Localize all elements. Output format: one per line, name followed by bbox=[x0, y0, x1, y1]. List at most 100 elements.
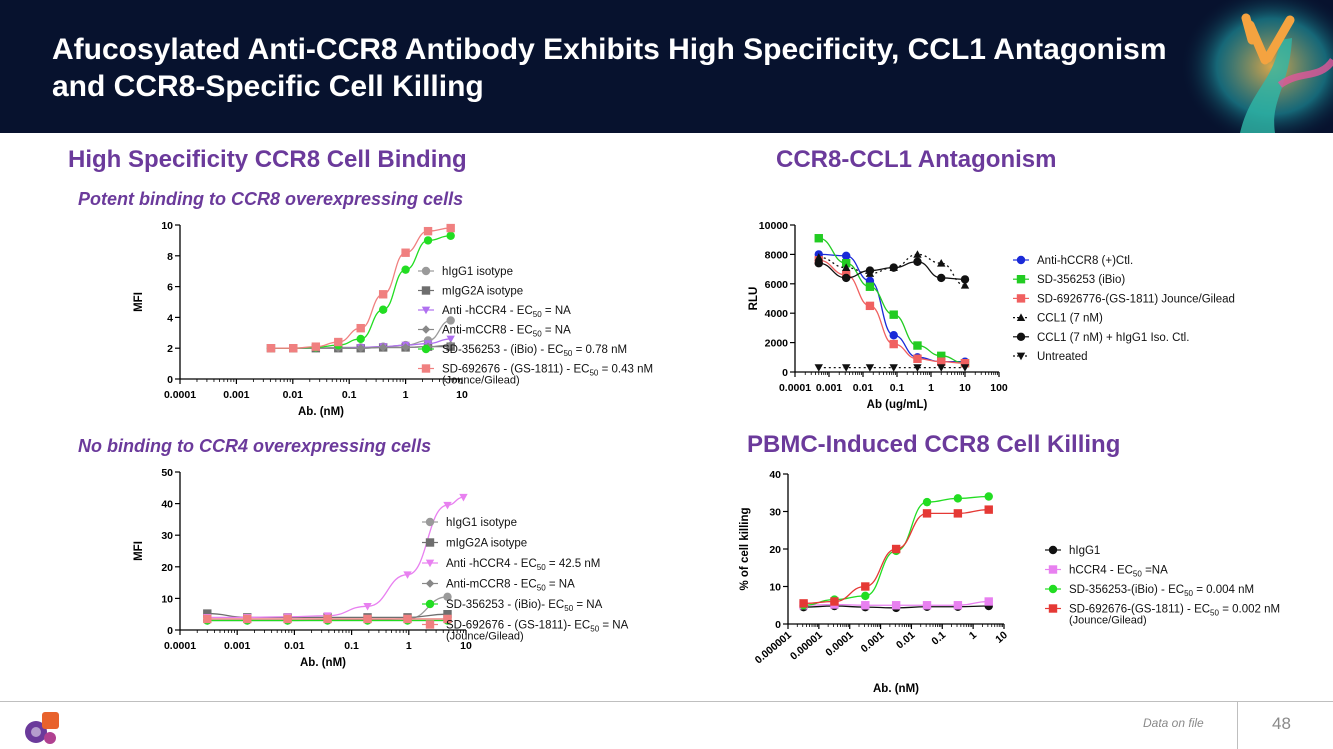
pbmc-killing-legend-marker bbox=[1048, 584, 1058, 594]
ccl1-antagonism-ytick-label: 6000 bbox=[765, 279, 789, 291]
ccl1-antagonism-xtick-label: 0.01 bbox=[853, 382, 874, 394]
ccr8-binding-legend-label: Anti -hCCR4 - EC50​ = NA bbox=[442, 305, 571, 319]
ccl1-antagonism-point-anti-hccr8-ctl bbox=[841, 251, 851, 261]
ccr8-binding-point-sd-356253-ibio-ec50-0-78-nm bbox=[446, 231, 455, 240]
ccr4-binding-legend-marker bbox=[425, 559, 435, 568]
ccl1-antagonism-point-ccl1-7-nm-higg1-iso-ctl bbox=[913, 257, 922, 266]
ccl1-antagonism-point-ccl1-7-nm-higg1-iso-ctl bbox=[865, 266, 875, 275]
title-line-1: Afucosylated Anti-CCR8 Antibody Exhibits… bbox=[52, 33, 1167, 66]
ccr8-binding-point-sd-692676-gs-1811-ec50-0-43-nm bbox=[378, 290, 388, 299]
ccr4-binding-point-sd-692676-gs-1811-ec50-na bbox=[363, 614, 372, 624]
ccr8-binding-legend-note: (Jounce/Gilead) bbox=[442, 375, 520, 387]
ccr4-binding-point-anti-hccr4-ec50-42-5-nm bbox=[403, 571, 412, 579]
ccr4-binding-point-anti-hccr4-ec50-42-5-nm bbox=[443, 501, 452, 510]
ccr4-binding-xtick-label: 0.0001 bbox=[164, 640, 196, 652]
ccr8-binding-point-sd-692676-gs-1811-ec50-0-43-nm bbox=[311, 342, 321, 351]
pbmc-killing-xtick-label: 0.0001 bbox=[823, 629, 855, 659]
ccr4-binding-xtick-label: 0.001 bbox=[224, 640, 250, 652]
ccr8-binding-legend-label: SD-356253 - (iBio) - EC50​ = 0.78 nM bbox=[442, 344, 627, 358]
ccr8-binding-xtick-label: 0.1 bbox=[342, 389, 357, 401]
ccl1-antagonism-point-ccl1-7-nm bbox=[913, 250, 922, 258]
pbmc-killing-point-sd-692676-gs-1811-ec50-0-002-nm bbox=[799, 599, 808, 608]
ccr8-binding-ytick-label: 6 bbox=[167, 282, 173, 294]
ccl1-antagonism-xtick-label: 10 bbox=[959, 382, 971, 394]
ccl1-antagonism-ytick-label: 10000 bbox=[759, 220, 788, 232]
ccl1-antagonism-ytick-label: 2000 bbox=[765, 338, 789, 350]
section-killing-heading: PBMC-Induced CCR8 Cell Killing bbox=[747, 431, 1121, 458]
ccr8-binding-legend-label: SD-692676 - (GS-1811) - EC50​ = 0.43 nM bbox=[442, 364, 653, 378]
data-on-file-note: Data on file bbox=[1143, 716, 1204, 730]
ccl1-antagonism-y-axis-label: RLU bbox=[748, 287, 760, 311]
ccl1-antagonism-legend-label: SD-356253 (iBio) bbox=[1037, 274, 1125, 286]
ccl1-antagonism-point-sd-356253-ibio bbox=[841, 259, 851, 268]
ccr8-binding-point-sd-692676-gs-1811-ec50-0-43-nm bbox=[334, 337, 343, 347]
ccr4-binding-point-sd-692676-gs-1811-ec50-na bbox=[283, 614, 292, 624]
subheading-ccr4: No binding to CCR4 overexpressing cells bbox=[78, 436, 432, 456]
subheading-ccr8: Potent binding to CCR8 overexpressing ce… bbox=[78, 189, 464, 209]
ccl1-antagonism-point-sd-356253-ibio bbox=[913, 341, 922, 350]
title-banner bbox=[0, 0, 1333, 133]
ccl1-antagonism-point-ccl1-7-nm bbox=[841, 263, 851, 271]
pbmc-killing-legend-note: (Jounce/Gilead) bbox=[1069, 615, 1147, 627]
ccr8-binding-legend-marker bbox=[421, 286, 431, 295]
pbmc-killing-legend-marker bbox=[1048, 604, 1058, 613]
ccr4-binding-xtick-label: 0.01 bbox=[284, 640, 305, 652]
ccr4-binding-point-anti-hccr4-ec50-42-5-nm bbox=[459, 493, 468, 502]
pbmc-killing-point-sd-692676-gs-1811-ec50-0-002-nm bbox=[830, 597, 839, 606]
ccr4-binding-point-sd-692676-gs-1811-ec50-na bbox=[403, 614, 412, 624]
ccl1-antagonism-legend-marker bbox=[1016, 352, 1026, 361]
ccl1-antagonism-point-sd-356253-ibio bbox=[937, 351, 946, 361]
ccl1-antagonism-legend-label: Anti-hCCR8 (+)Ctl. bbox=[1037, 255, 1133, 267]
ccr4-binding-legend-label: SD-692676 - (GS-1811)- EC50​ = NA bbox=[446, 620, 629, 634]
ccl1-antagonism-legend-marker bbox=[1016, 313, 1026, 321]
ccr8-binding-ytick-label: 2 bbox=[167, 343, 173, 355]
ccr4-binding-legend-marker bbox=[425, 620, 435, 629]
ccl1-antagonism-xtick-label: 0.0001 bbox=[779, 382, 811, 394]
ccr8-binding-legend-marker bbox=[421, 325, 431, 334]
ccr8-binding-ytick-label: 10 bbox=[161, 220, 173, 232]
pbmc-killing-legend: hIgG1 hCCR4 - EC50​ =NA SD-356253-(iBio) -… bbox=[1045, 545, 1280, 627]
ccr4-binding-xtick-label: 0.1 bbox=[344, 640, 359, 652]
ccl1-antagonism-ytick-label: 4000 bbox=[765, 308, 789, 320]
ccr4-binding-point-higg1-isotype bbox=[443, 592, 452, 602]
ccl1-antagonism-point-untreated bbox=[841, 364, 851, 372]
ccr4-binding-legend-marker bbox=[425, 599, 435, 609]
ccl1-antagonism-xtick-label: 1 bbox=[928, 382, 934, 394]
ccr4-binding-point-sd-692676-gs-1811-ec50-na bbox=[203, 614, 212, 624]
pbmc-killing-xtick-label: 10 bbox=[993, 629, 1010, 646]
slide-title: Afucosylated Anti-CCR8 Antibody Exhibits… bbox=[52, 31, 1252, 105]
ccr4-binding-ytick-label: 40 bbox=[161, 499, 173, 511]
ccl1-antagonism-legend-marker bbox=[1016, 275, 1026, 284]
pbmc-killing-legend-marker bbox=[1048, 565, 1058, 574]
ccr8-binding-point-sd-692676-gs-1811-ec50-0-43-nm bbox=[266, 344, 276, 353]
pbmc-killing-point-hccr4-ec50-na bbox=[984, 597, 993, 606]
ccl1-antagonism-point-ccl1-7-nm bbox=[937, 259, 946, 267]
ccr4-binding-point-migg2a-isotype bbox=[443, 610, 452, 619]
ccl1-antagonism-point-ccl1-7-nm-higg1-iso-ctl bbox=[960, 275, 970, 284]
ccl1-antagonism-chart: 0.0001 0.001 0.01 0.1 1 10 100 0 2000 4000 6000 800… bbox=[748, 220, 1235, 411]
ccr4-binding-point-sd-692676-gs-1811-ec50-na bbox=[323, 614, 332, 624]
ccr8-binding-point-anti-hccr4-ec50-na bbox=[446, 335, 455, 344]
ccr4-binding-legend-label: Anti -hCCR4 - EC50​ = 42.5 nM bbox=[446, 558, 600, 572]
ccr4-binding-legend-marker bbox=[425, 538, 435, 547]
ccr4-binding-legend: hIgG1 isotype mIgG2A isotype Anti -hCCR4 -… bbox=[422, 517, 629, 643]
ccr8-binding-legend: hIgG1 isotype mIgG2A isotype Anti -hCCR4 -… bbox=[418, 266, 653, 387]
pbmc-killing-legend-label: hIgG1 bbox=[1069, 545, 1100, 557]
ccr8-binding-point-sd-356253-ibio-ec50-0-78-nm bbox=[423, 236, 433, 245]
ccr8-binding-legend-marker bbox=[421, 266, 431, 276]
ccr4-binding-y-axis-label: MFI bbox=[133, 541, 145, 561]
pbmc-killing-point-sd-356253-ibio-ec50-0-004-nm bbox=[922, 497, 932, 507]
ccr8-binding-point-sd-692676-gs-1811-ec50-0-43-nm bbox=[289, 344, 298, 353]
pbmc-killing-point-sd-356253-ibio-ec50-0-004-nm bbox=[861, 591, 870, 601]
pbmc-killing-point-sd-356253-ibio-ec50-0-004-nm bbox=[953, 494, 963, 503]
pbmc-killing-point-sd-692676-gs-1811-ec50-0-002-nm bbox=[861, 582, 870, 591]
ccr8-binding-point-sd-692676-gs-1811-ec50-0-43-nm bbox=[446, 223, 455, 233]
ccr8-binding-legend-label: hIgG1 isotype bbox=[442, 266, 513, 278]
pbmc-killing-legend-marker bbox=[1048, 545, 1058, 555]
ccr8-binding-x-axis-label: Ab. (nM) bbox=[298, 406, 344, 418]
pbmc-killing-y-axis-label: % of cell killing bbox=[739, 507, 751, 590]
ccl1-antagonism-point-sd-6926776-gs-1811-jounce-gilead bbox=[889, 339, 898, 349]
ccr8-binding-point-higg1-isotype bbox=[446, 316, 455, 325]
ccl1-antagonism-legend: Anti-hCCR8 (+)Ctl. SD-356253 (iBio) SD-692… bbox=[1013, 255, 1235, 363]
